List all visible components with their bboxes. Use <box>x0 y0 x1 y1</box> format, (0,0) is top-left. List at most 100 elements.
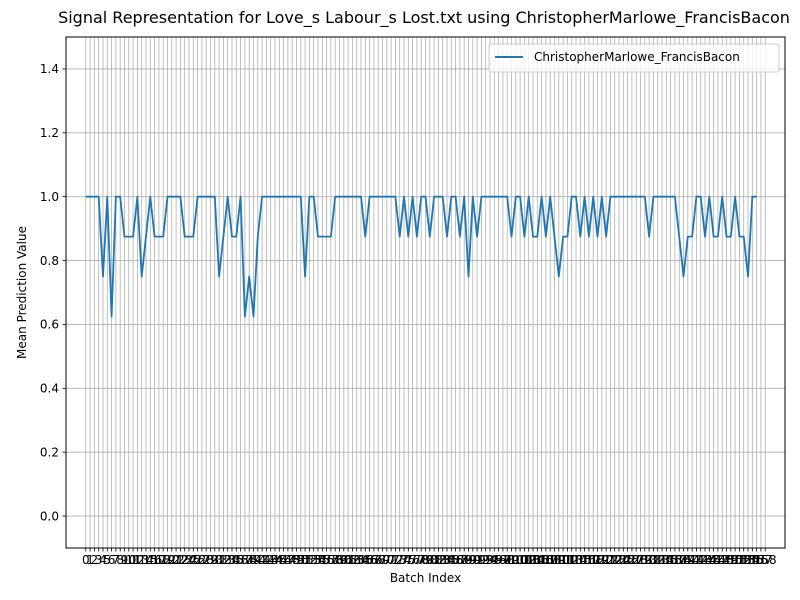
x-tick-label: 40 <box>250 553 265 567</box>
x-tick-label: 10 <box>121 553 136 567</box>
x-tick-label: 104 <box>522 553 545 567</box>
x-tick-label: 2 <box>91 553 99 567</box>
legend: ChristopherMarlowe_FrancisBacon <box>488 43 780 73</box>
x-tick-label: 54 <box>310 553 325 567</box>
x-tick-label: 97 <box>495 553 510 567</box>
x-tick-label: 140 <box>676 553 699 567</box>
x-tick-label: 18 <box>156 553 171 567</box>
x-tick-label: 55 <box>315 553 330 567</box>
x-tick-label: 12 <box>130 553 145 567</box>
chart-title: Signal Representation for Love_s Labour_… <box>58 8 790 28</box>
x-tick-label: 26 <box>190 553 205 567</box>
x-tick-label: 79 <box>418 553 433 567</box>
x-tick-label: 27 <box>194 553 209 567</box>
x-tick-label: 145 <box>698 553 721 567</box>
x-tick-label: 48 <box>285 553 300 567</box>
x-tick-label: 1 <box>86 553 94 567</box>
x-tick-label: 84 <box>439 553 454 567</box>
x-tick-label: 124 <box>608 553 631 567</box>
x-tick-label: 132 <box>642 553 665 567</box>
x-tick-label: 63 <box>349 553 364 567</box>
x-tick-label: 115 <box>569 553 592 567</box>
x-tick-label: 88 <box>457 553 472 567</box>
x-tick-label: 59 <box>332 553 347 567</box>
x-tick-label: 143 <box>689 553 712 567</box>
x-tick-label: 38 <box>242 553 257 567</box>
x-tick-label: 69 <box>375 553 390 567</box>
x-tick-label: 127 <box>620 553 643 567</box>
x-tick-label: 43 <box>263 553 278 567</box>
x-tick-label: 123 <box>603 553 626 567</box>
x-tick-label: 121 <box>595 553 618 567</box>
x-tick-label: 86 <box>448 553 463 567</box>
x-tick-label: 153 <box>732 553 755 567</box>
x-tick-label: 147 <box>706 553 729 567</box>
x-tick-label: 52 <box>302 553 317 567</box>
x-tick-label: 35 <box>229 553 244 567</box>
x-tick-label: 92 <box>474 553 489 567</box>
x-tick-label: 44 <box>267 553 282 567</box>
x-tick-label: 73 <box>392 553 407 567</box>
x-tick-label: 156 <box>745 553 768 567</box>
x-tick-label: 28 <box>199 553 214 567</box>
x-tick-label: 110 <box>547 553 570 567</box>
series-line <box>85 195 757 318</box>
x-tick-label: 25 <box>186 553 201 567</box>
x-tick-label: 19 <box>160 553 175 567</box>
x-tick-label: 16 <box>147 553 162 567</box>
x-tick-label: 45 <box>272 553 287 567</box>
x-tick-label: 47 <box>280 553 295 567</box>
plot-frame <box>65 36 786 549</box>
x-tick-label: 6 <box>108 553 116 567</box>
x-tick-label: 101 <box>509 553 532 567</box>
x-tick-label: 113 <box>560 553 583 567</box>
x-tick-label: 34 <box>224 553 239 567</box>
x-tick-label: 99 <box>504 553 519 567</box>
x-tick-label: 141 <box>681 553 704 567</box>
y-tick-label: 1.4 <box>40 62 59 76</box>
x-tick-label: 67 <box>366 553 381 567</box>
x-tick-label: 62 <box>345 553 360 567</box>
x-tick-label: 5 <box>103 553 111 567</box>
x-tick-label: 100 <box>504 553 527 567</box>
x-tick-label: 58 <box>328 553 343 567</box>
x-tick-label: 30 <box>207 553 222 567</box>
legend-box <box>488 43 780 73</box>
x-tick-label: 91 <box>469 553 484 567</box>
x-tick-label: 96 <box>491 553 506 567</box>
y-tick-label: 0.2 <box>40 445 59 459</box>
x-tick-label: 144 <box>694 553 717 567</box>
x-tick-label: 78 <box>414 553 429 567</box>
x-tick-label: 33 <box>220 553 235 567</box>
x-tick-label: 57 <box>323 553 338 567</box>
x-tick-label: 134 <box>651 553 674 567</box>
y-tick-label: 0.6 <box>40 318 59 332</box>
x-tick-label: 133 <box>646 553 669 567</box>
x-tick-label: 61 <box>340 553 355 567</box>
x-tick-label: 3 <box>95 553 103 567</box>
x-tick-label: 148 <box>711 553 734 567</box>
x-tick-label: 32 <box>216 553 231 567</box>
x-tick-label: 70 <box>379 553 394 567</box>
x-tick-label: 85 <box>444 553 459 567</box>
x-tick-label: 74 <box>396 553 411 567</box>
x-tick-label: 81 <box>426 553 441 567</box>
x-tick-label: 106 <box>530 553 553 567</box>
x-tick-label: 128 <box>625 553 648 567</box>
x-tick-label: 53 <box>306 553 321 567</box>
x-tick-label: 90 <box>465 553 480 567</box>
ticks: 0.00.20.40.60.81.01.21.40123456789101112… <box>40 62 777 567</box>
x-tick-label: 75 <box>401 553 416 567</box>
x-tick-label: 117 <box>577 553 600 567</box>
y-axis-label: Mean Prediction Value <box>15 226 29 359</box>
x-tick-label: 72 <box>388 553 403 567</box>
x-tick-label: 37 <box>237 553 252 567</box>
y-tick-label: 1.2 <box>40 126 59 140</box>
x-tick-label: 76 <box>405 553 420 567</box>
x-tick-label: 137 <box>663 553 686 567</box>
x-tick-label: 13 <box>134 553 149 567</box>
x-tick-label: 46 <box>276 553 291 567</box>
x-tick-label: 41 <box>254 553 269 567</box>
x-tick-label: 154 <box>737 553 760 567</box>
